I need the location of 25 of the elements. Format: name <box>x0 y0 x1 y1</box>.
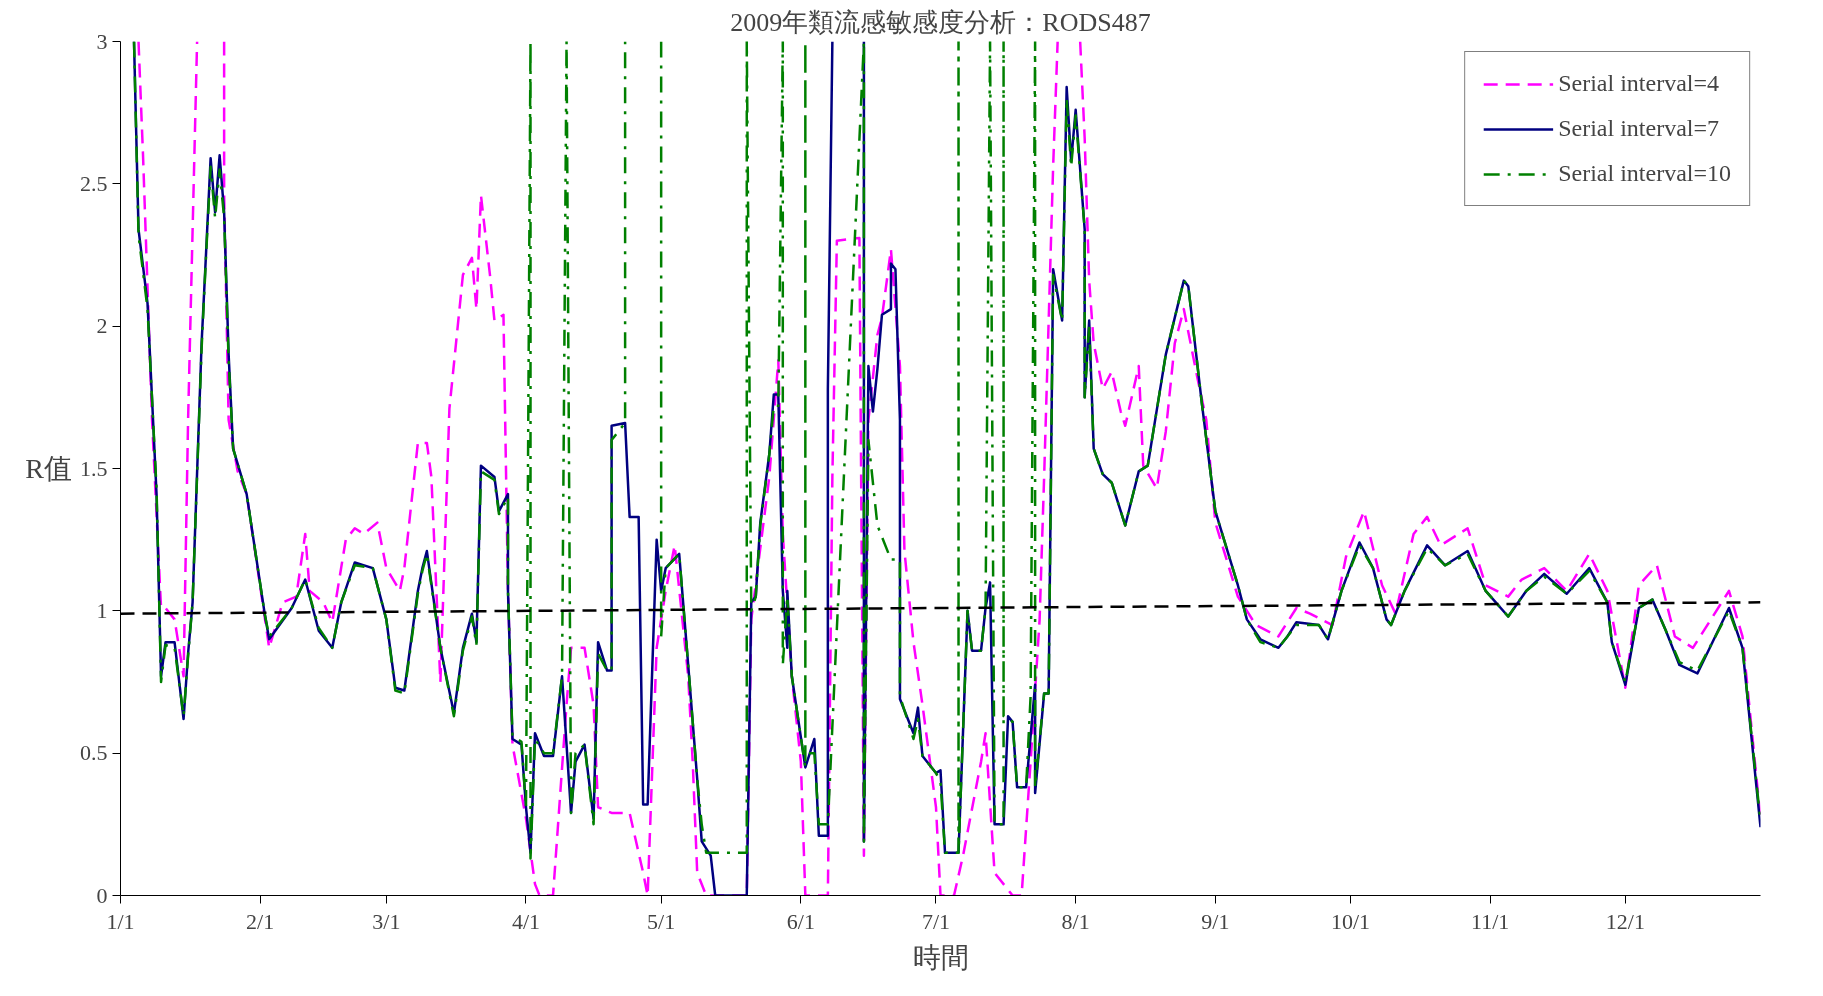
x-tick-label: 10/1 <box>1330 908 1371 934</box>
legend-label: Serial interval=4 <box>1558 70 1719 97</box>
x-tick-label: 3/1 <box>372 908 401 934</box>
y-tick-label: 0.5 <box>80 740 108 766</box>
y-tick-label: 1.5 <box>80 455 108 481</box>
x-tick-label: 1/1 <box>106 908 135 934</box>
y-axis-title: R值 <box>25 453 73 484</box>
x-tick-label: 11/1 <box>1471 908 1510 934</box>
y-tick-label: 2 <box>96 313 108 339</box>
x-axis-title: 時間 <box>912 941 969 973</box>
x-tick-label: 2/1 <box>246 908 275 934</box>
y-tick-label: 3 <box>96 28 108 54</box>
legend-label: Serial interval=10 <box>1558 160 1731 187</box>
x-tick-label: 9/1 <box>1201 908 1230 934</box>
legend-label: Serial interval=7 <box>1558 115 1719 142</box>
y-tick-label: 0 <box>96 882 108 908</box>
chart-title: 2009年類流感敏感度分析：RODS487 <box>730 7 1151 37</box>
x-tick-label: 5/1 <box>647 908 676 934</box>
y-tick-label: 2.5 <box>80 170 108 196</box>
x-tick-label: 8/1 <box>1061 908 1090 934</box>
x-tick-label: 4/1 <box>511 908 541 934</box>
x-tick-label: 6/1 <box>786 908 815 934</box>
x-tick-label: 7/1 <box>921 908 951 934</box>
x-tick-label: 12/1 <box>1605 908 1645 934</box>
y-tick-label: 1 <box>96 597 108 623</box>
